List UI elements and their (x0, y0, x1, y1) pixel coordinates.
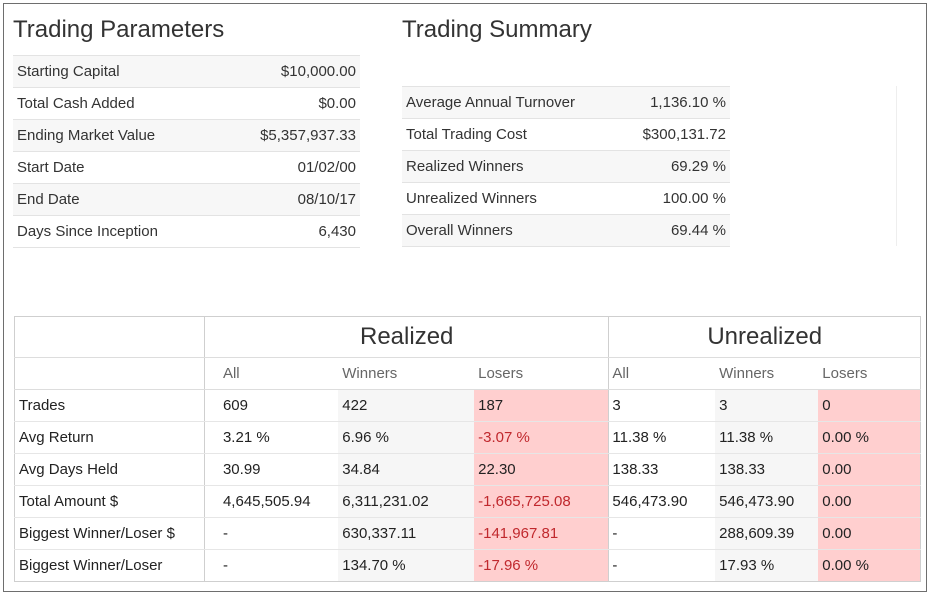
table-row: Unrealized Winners 100.00 % (402, 182, 730, 215)
unrealized-winners-cell: 546,473.90 (715, 485, 819, 518)
table-row: Overall Winners 69.44 % (402, 214, 730, 247)
realized-header: Realized (204, 316, 610, 358)
realized-all-cell: 3.21 % (204, 421, 339, 454)
unrealized-losers-cell: 0.00 % (818, 421, 921, 454)
realized-winners-cell: 422 (338, 389, 475, 422)
summary-label: Realized Winners (402, 150, 619, 183)
trading-parameters-title: Trading Parameters (13, 16, 225, 43)
group-header-row: Realized Unrealized (14, 316, 921, 358)
param-label: Total Cash Added (13, 87, 218, 120)
table-row: Biggest Winner/Loser - 134.70 % -17.96 %… (14, 549, 921, 582)
table-row: Realized Winners 69.29 % (402, 150, 730, 183)
realized-losers-cell: -141,967.81 (474, 517, 610, 550)
realized-losers-cell: 22.30 (474, 453, 610, 486)
col-header-all: All (204, 357, 339, 390)
table-row: Start Date 01/02/00 (13, 151, 360, 184)
realized-all-cell: - (204, 517, 339, 550)
param-value: $0.00 (217, 87, 360, 120)
trading-summary-table: Average Annual Turnover 1,136.10 % Total … (402, 86, 730, 247)
unrealized-all-cell: - (608, 517, 716, 550)
unrealized-all-cell: 11.38 % (608, 421, 716, 454)
realized-losers-cell: -17.96 % (474, 549, 610, 582)
trading-summary-title: Trading Summary (402, 16, 592, 43)
realized-losers-cell: -1,665,725.08 (474, 485, 610, 518)
col-header-winners: Winners (715, 357, 819, 390)
table-row: Starting Capital $10,000.00 (13, 55, 360, 88)
table-row: Trades 609 422 187 3 3 0 (14, 389, 921, 422)
unrealized-losers-cell: 0.00 (818, 517, 921, 550)
summary-value: 100.00 % (618, 182, 730, 215)
unrealized-losers-cell: 0 (818, 389, 921, 422)
unrealized-all-cell: 3 (608, 389, 716, 422)
table-row: Avg Return 3.21 % 6.96 % -3.07 % 11.38 %… (14, 421, 921, 454)
col-header-losers: Losers (474, 357, 610, 390)
row-label: Avg Days Held (14, 453, 205, 486)
unrealized-all-cell: - (612, 557, 618, 574)
unrealized-winners-cell: 17.93 % (715, 549, 819, 582)
unrealized-losers-cell: 0.00 % (818, 549, 921, 582)
table-row: Total Amount $ 4,645,505.94 6,311,231.02… (14, 485, 921, 518)
unrealized-all-cell: 546,473.90 (608, 485, 716, 518)
param-value: 01/02/00 (217, 151, 360, 184)
unrealized-winners-cell: 3 (715, 389, 819, 422)
realized-all-cell: 609 (204, 389, 339, 422)
summary-label: Average Annual Turnover (402, 86, 619, 119)
param-value: 6,430 (217, 215, 360, 248)
row-label: Total Amount $ (14, 485, 205, 518)
row-label: Biggest Winner/Loser (14, 549, 205, 582)
table-row: Days Since Inception 6,430 (13, 215, 360, 248)
unrealized-losers-cell: 0.00 (818, 453, 921, 486)
realized-losers-cell: -3.07 % (474, 421, 610, 454)
corner-cell (14, 357, 205, 390)
table-row: Biggest Winner/Loser $ - 630,337.11 -141… (14, 517, 921, 550)
unrealized-all-cell: 138.33 (608, 453, 716, 486)
unrealized-winners-cell: 138.33 (715, 453, 819, 486)
param-label: Days Since Inception (13, 215, 218, 248)
realized-winners-cell: 6.96 % (338, 421, 475, 454)
unrealized-winners-cell: 288,609.39 (715, 517, 819, 550)
param-value: 08/10/17 (217, 183, 360, 216)
summary-value: 1,136.10 % (618, 86, 730, 119)
summary-value: $300,131.72 (618, 118, 730, 151)
param-label: Ending Market Value (13, 119, 218, 152)
row-label: Biggest Winner/Loser $ (14, 517, 205, 550)
table-row: End Date 08/10/17 (13, 183, 360, 216)
summary-value: 69.29 % (618, 150, 730, 183)
realized-all-cell: 30.99 (204, 453, 339, 486)
unrealized-losers-cell: 0.00 (818, 485, 921, 518)
realized-all-cell: 4,645,505.94 (204, 485, 339, 518)
param-label: Starting Capital (13, 55, 218, 88)
table-row: Ending Market Value $5,357,937.33 (13, 119, 360, 152)
table-row: Avg Days Held 30.99 34.84 22.30 138.33 1… (14, 453, 921, 486)
unrealized-winners-cell: 11.38 % (715, 421, 819, 454)
realized-winners-cell: 34.84 (338, 453, 475, 486)
unrealized-header: Unrealized (608, 316, 921, 358)
trade-statistics-table: Realized Unrealized All Winners Losers A… (14, 316, 921, 582)
summary-label: Overall Winners (402, 214, 619, 247)
column-header-row: All Winners Losers All Winners Losers (14, 357, 921, 390)
summary-value: 69.44 % (618, 214, 730, 247)
table-row: Average Annual Turnover 1,136.10 % (402, 86, 730, 119)
row-label: Trades (14, 389, 205, 422)
realized-winners-cell: 134.70 % (338, 549, 475, 582)
summary-divider (896, 86, 897, 246)
table-row: Total Trading Cost $300,131.72 (402, 118, 730, 151)
summary-label: Total Trading Cost (402, 118, 619, 151)
trading-parameters-table: Starting Capital $10,000.00 Total Cash Ad… (13, 55, 360, 248)
realized-losers-cell: 187 (474, 389, 610, 422)
summary-label: Unrealized Winners (402, 182, 619, 215)
row-label: Avg Return (14, 421, 205, 454)
param-value: $5,357,937.33 (217, 119, 360, 152)
realized-all-cell: - (222, 557, 228, 574)
corner-cell (14, 316, 205, 358)
param-value: $10,000.00 (217, 55, 360, 88)
col-header-all: All (608, 357, 716, 390)
realized-winners-cell: 630,337.11 (338, 517, 475, 550)
param-label: End Date (13, 183, 218, 216)
realized-winners-cell: 6,311,231.02 (338, 485, 475, 518)
param-label: Start Date (13, 151, 218, 184)
table-row: Total Cash Added $0.00 (13, 87, 360, 120)
col-header-losers: Losers (818, 357, 921, 390)
col-header-winners: Winners (338, 357, 475, 390)
